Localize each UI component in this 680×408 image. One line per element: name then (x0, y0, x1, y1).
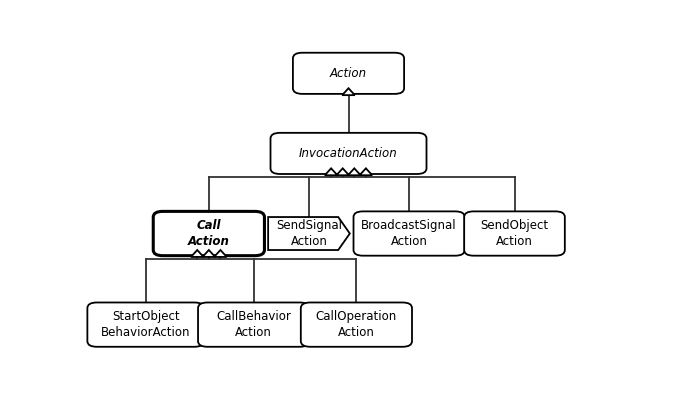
Polygon shape (348, 169, 360, 175)
FancyBboxPatch shape (198, 302, 309, 347)
Polygon shape (342, 88, 355, 95)
Text: CallBehavior
Action: CallBehavior Action (216, 310, 291, 339)
Text: SendSignal
Action: SendSignal Action (276, 219, 342, 248)
Polygon shape (268, 217, 350, 250)
Polygon shape (325, 169, 337, 175)
Text: Call
Action: Call Action (188, 219, 230, 248)
Polygon shape (214, 250, 226, 257)
Polygon shape (360, 169, 372, 175)
FancyBboxPatch shape (153, 211, 265, 256)
FancyBboxPatch shape (293, 53, 404, 94)
FancyBboxPatch shape (87, 302, 204, 347)
Text: InvocationAction: InvocationAction (299, 147, 398, 160)
FancyBboxPatch shape (271, 133, 426, 174)
FancyBboxPatch shape (464, 211, 565, 256)
Polygon shape (337, 169, 349, 175)
Text: SendObject
Action: SendObject Action (481, 219, 549, 248)
Polygon shape (191, 250, 203, 257)
Text: Action: Action (330, 67, 367, 80)
Polygon shape (203, 250, 215, 257)
Text: BroadcastSignal
Action: BroadcastSignal Action (361, 219, 457, 248)
Text: StartObject
BehaviorAction: StartObject BehaviorAction (101, 310, 190, 339)
FancyBboxPatch shape (301, 302, 412, 347)
FancyBboxPatch shape (354, 211, 464, 256)
Text: CallOperation
Action: CallOperation Action (316, 310, 397, 339)
